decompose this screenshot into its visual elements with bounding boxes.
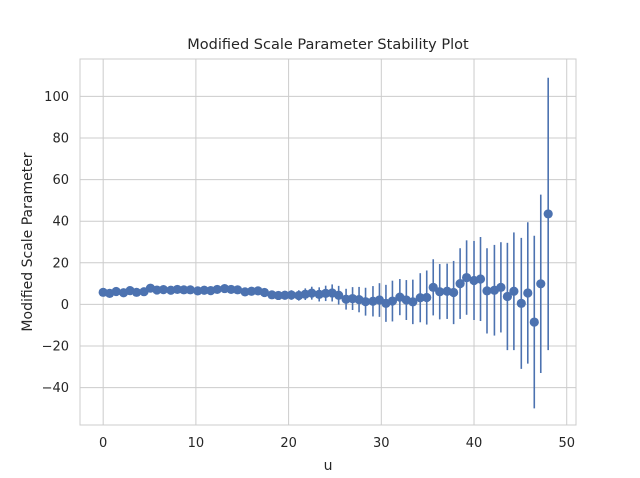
data-point xyxy=(259,287,270,298)
y-axis-ticks: −40 −20 0 20 40 60 80 100 xyxy=(42,90,69,396)
data-point xyxy=(273,290,283,301)
data-point xyxy=(435,287,445,297)
data-point xyxy=(111,286,121,297)
x-tick-label: 0 xyxy=(99,436,107,451)
x-axis-label: u xyxy=(324,458,333,474)
chart-title: Modified Scale Parameter Stability Plot xyxy=(187,37,469,53)
data-point xyxy=(422,292,432,303)
y-tick-label: 20 xyxy=(52,256,69,271)
data-point xyxy=(185,285,195,295)
y-tick-label: 0 xyxy=(61,298,69,313)
y-tick-label: 100 xyxy=(44,90,69,105)
y-tick-label: −40 xyxy=(42,381,69,396)
data-point xyxy=(502,291,512,302)
x-tick-label: 10 xyxy=(188,436,205,451)
y-tick-label: 40 xyxy=(52,215,69,230)
data-point xyxy=(496,282,506,292)
data-points xyxy=(98,209,553,327)
data-point xyxy=(455,278,465,289)
x-tick-label: 20 xyxy=(280,436,297,451)
y-tick-label: 80 xyxy=(52,132,69,147)
data-point xyxy=(408,297,418,307)
data-point xyxy=(307,288,317,298)
data-point xyxy=(280,290,290,300)
data-point xyxy=(286,290,296,300)
data-point xyxy=(523,288,533,298)
data-point xyxy=(179,285,189,295)
y-tick-label: 60 xyxy=(52,173,69,188)
data-point xyxy=(543,209,553,219)
x-tick-label: 40 xyxy=(466,436,483,451)
data-point xyxy=(360,297,371,307)
data-point xyxy=(509,286,519,296)
data-point xyxy=(334,290,344,300)
x-axis-ticks: 0 10 20 30 40 50 xyxy=(99,436,575,451)
data-point xyxy=(475,274,486,284)
plot-area-frame xyxy=(79,58,577,426)
data-point xyxy=(158,285,169,295)
x-tick-label: 30 xyxy=(373,436,390,451)
y-tick-label: −20 xyxy=(42,339,69,354)
data-point xyxy=(529,317,539,327)
data-point xyxy=(131,287,142,297)
data-point xyxy=(516,298,526,308)
y-axis-label: Modified Scale Parameter xyxy=(20,152,36,331)
data-point xyxy=(428,282,438,292)
data-point xyxy=(212,284,222,295)
data-point xyxy=(233,285,243,295)
data-point xyxy=(536,279,546,289)
data-point xyxy=(482,286,492,296)
data-point xyxy=(387,296,398,306)
data-point xyxy=(449,287,459,298)
data-point xyxy=(415,293,425,303)
data-point xyxy=(462,272,472,283)
x-tick-label: 50 xyxy=(558,436,575,451)
